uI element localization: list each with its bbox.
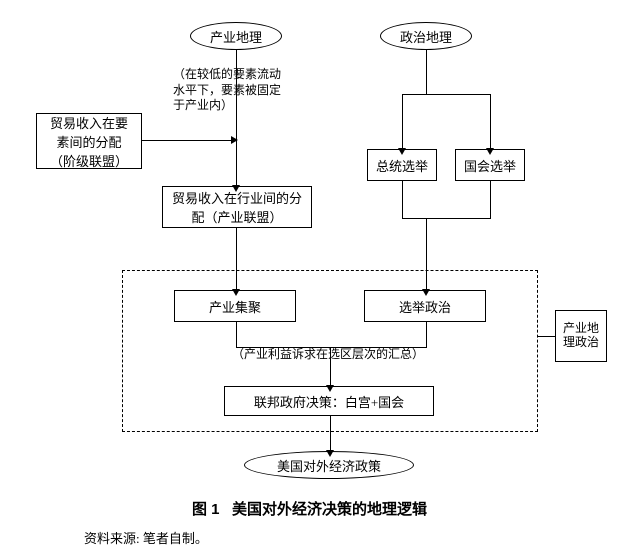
edge-agg-down [236,322,237,347]
edge-ce-down [490,181,491,218]
figure-source: 资料来源: 笔者自制。 [84,528,208,547]
node-industry-geo: 产业地理 [190,22,282,50]
figure-caption: 图 1 美国对外经济决策的地理逻辑 [192,498,427,519]
figure-number: 图 1 [192,501,220,518]
edge-fed-down [330,416,331,451]
node-politics-geo: 政治地理 [380,22,472,50]
label: 贸易收入在行业间的分配（产业联盟） [171,188,303,226]
edge-ep-down2 [426,322,427,347]
edge-pg-right-v [490,94,491,149]
edge-ca-right [142,140,233,141]
label: 总统选举 [376,156,428,175]
node-class-alliance: 贸易收入在要素间的分配（阶级联盟） [36,113,142,169]
edge-pg-down [426,50,427,94]
edge-ig-down1 [236,50,237,186]
edge-merge-h [236,347,427,348]
edge-pg-split [402,94,491,95]
label: 政治地理 [400,27,452,46]
edge-merge-v [330,347,331,386]
label: 产业地理 [210,27,262,46]
label: 选举政治 [399,297,451,316]
node-geo-politics-tag: 产业地理政治 [555,310,607,362]
label: 贸易收入在要素间的分配（阶级联盟） [45,113,133,170]
node-industry-alliance: 贸易收入在行业间的分配（产业联盟） [162,186,312,228]
edge-ia-down [236,228,237,290]
label: 美国对外经济政策 [277,456,381,475]
edge-pe-down [402,181,403,218]
annotation-factor-note: （在较低的要素流动水平下，要素被固定于产业内） [173,67,291,114]
label: 国会选举 [464,156,516,175]
label: 联邦政府决策：白宫+国会 [254,392,404,411]
edge-tag-line [538,336,556,337]
label: 产业集聚 [209,297,261,316]
edge-ep-merge-v [426,218,427,290]
edge-ep-merge-h [402,218,491,219]
edge-pg-left-v [402,94,403,149]
figure-title: 美国对外经济决策的地理逻辑 [232,501,427,518]
annotation-aggregate-note: （产业利益诉求在选区层次的汇总） [232,347,424,363]
label: 产业地理政治 [560,322,602,350]
